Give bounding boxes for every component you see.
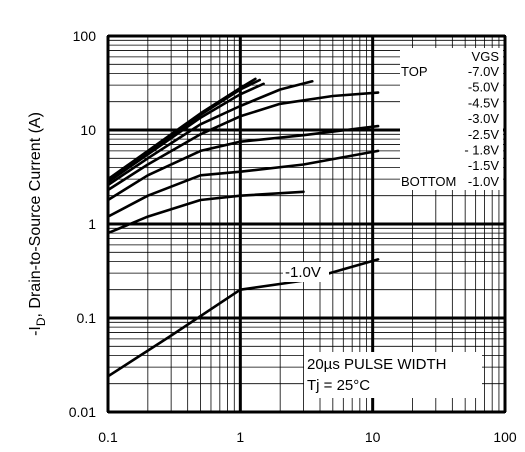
- x-tick-label: 100: [493, 429, 517, 445]
- x-tick-label: 10: [365, 429, 381, 445]
- curve-label: -1.0V: [285, 264, 321, 281]
- y-axis-label-main: -I: [27, 326, 44, 336]
- plot-border: [107, 35, 506, 413]
- series-line-2: [106, 78, 261, 182]
- series-line-8: [106, 190, 305, 235]
- y-tick-label: 1: [88, 216, 96, 232]
- y-axis-label-rest: , Drain-to-Source Current (A): [27, 112, 44, 317]
- legend-entry: - 1.8V: [464, 143, 499, 158]
- y-tick-label: 0.01: [69, 404, 96, 420]
- pulse-width-note: 20µs PULSE WIDTH: [307, 356, 447, 373]
- y-tick-label: 10: [80, 122, 96, 138]
- y-axis-label-subscript: D: [34, 317, 48, 326]
- legend-header: VGS: [472, 49, 500, 64]
- x-tick-label: 1: [236, 429, 244, 445]
- legend-entry: -1.5V: [468, 158, 499, 173]
- series-layer: [106, 77, 380, 378]
- x-tick-label: 0.1: [98, 429, 118, 445]
- series-line-4: [106, 80, 314, 187]
- y-tick-label: 0.1: [77, 310, 97, 326]
- legend-top-label: TOP: [401, 64, 428, 79]
- legend-entry: -3.0V: [468, 111, 499, 126]
- series-line-7: [106, 149, 380, 218]
- legend: VGS TOP BOTTOM -7.0V-5.0V-4.5V-3.0V-2.5V- 1…: [401, 49, 499, 189]
- legend-entry: -1.0V: [468, 174, 499, 189]
- y-tick-label: 100: [73, 28, 97, 44]
- legend-panel: [400, 48, 503, 190]
- series-line-3: [106, 82, 265, 184]
- plot-frame: [107, 35, 506, 413]
- legend-entry: -7.0V: [468, 64, 499, 79]
- legend-background: [400, 48, 503, 190]
- pulse-note-background: [304, 352, 482, 398]
- y-axis-label: -ID, Drain-to-Source Current (A): [27, 112, 48, 336]
- legend-entry: -4.5V: [468, 95, 499, 110]
- curve-label-background: [283, 262, 329, 282]
- legend-entry: -2.5V: [468, 127, 499, 142]
- annotation-layer: -1.0V 20µs PULSE WIDTH Tj = 25°C: [283, 262, 482, 398]
- legend-entry: -5.0V: [468, 80, 499, 95]
- series-line-5: [106, 91, 380, 192]
- series-line-6: [106, 124, 380, 202]
- legend-bottom-label: BOTTOM: [401, 174, 456, 189]
- junction-temp-note: Tj = 25°C: [307, 377, 370, 394]
